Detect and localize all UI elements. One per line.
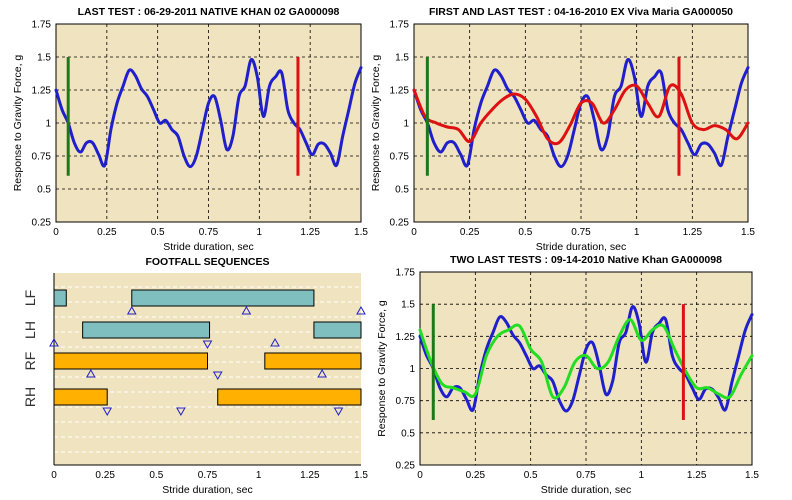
x-tick-label: 1.5 xyxy=(741,227,755,238)
chart-title: FIRST AND LAST TEST : 04-16-2010 EX Viva… xyxy=(429,6,733,18)
chart-title: FOOTFALL SEQUENCES xyxy=(145,256,269,268)
triangle-down-icon xyxy=(212,371,223,381)
interval-bar-lh xyxy=(313,321,362,339)
y-tick-label: 0.25 xyxy=(396,461,416,472)
plot-frame xyxy=(419,271,753,466)
x-tick-label: 1.25 xyxy=(300,470,320,481)
x-tick-label: 1 xyxy=(257,227,263,238)
triangle-up-icon xyxy=(126,305,137,315)
y-tick-label: 0.25 xyxy=(390,218,410,229)
chart-4: 0 0.25 0.5 0.75 1 1.25 1.50.250.50.7511.251.51… xyxy=(376,254,759,496)
chart-2: 0 0.25 0.5 0.75 1 1.25 1.50.250.50.7511.251.51… xyxy=(370,6,755,253)
y-axis-label: Response to Gravity Force, g xyxy=(12,55,24,192)
x-tick-label: 1.5 xyxy=(354,227,368,238)
x-tick-label: 0.25 xyxy=(97,227,117,238)
x-tick-label: 0.75 xyxy=(571,227,591,238)
y-axis-label: Response to Gravity Force, g xyxy=(376,300,388,437)
x-tick-label: 1.5 xyxy=(745,470,759,481)
x-tick-label: 0.75 xyxy=(199,227,219,238)
series-line-1 xyxy=(54,58,363,169)
y-tick-label: 1.5 xyxy=(395,53,409,64)
y-tick-label: 0.5 xyxy=(37,185,51,196)
triangle-up-icon xyxy=(241,305,252,315)
x-tick-label: 1 xyxy=(639,470,645,481)
x-tick-label: 1.25 xyxy=(683,227,703,238)
interval-bar-rf xyxy=(53,352,208,370)
y-tick-label: 1.75 xyxy=(396,268,416,279)
row-label-rh: RH xyxy=(22,387,38,407)
x-tick-label: 0.5 xyxy=(518,227,532,238)
y-tick-label: 1.25 xyxy=(396,332,416,343)
x-tick-label: 0 xyxy=(53,227,59,238)
interval-bar-lh xyxy=(82,321,211,339)
y-tick-label: 0.75 xyxy=(396,396,416,407)
y-tick-label: 1.25 xyxy=(390,86,410,97)
y-tick-label: 1.5 xyxy=(37,53,51,64)
y-tick-label: 0.5 xyxy=(395,185,409,196)
plot-frame xyxy=(55,23,362,223)
triangle-down-icon xyxy=(202,340,213,350)
x-tick-label: 0.25 xyxy=(460,227,480,238)
x-axis-label: Stride duration, sec xyxy=(162,484,252,496)
x-tick-label: 1.25 xyxy=(300,227,320,238)
chart-title: TWO LAST TESTS : 09-14-2010 Native Khan … xyxy=(450,254,722,266)
triangle-down-icon xyxy=(333,407,344,417)
y-tick-label: 0.75 xyxy=(32,152,52,163)
y-tick-label: 1 xyxy=(45,119,51,130)
triangle-up-icon xyxy=(85,368,96,378)
x-tick-label: 0.5 xyxy=(151,227,165,238)
x-tick-label: 0.25 xyxy=(466,470,486,481)
x-tick-label: 0 xyxy=(411,227,417,238)
y-tick-label: 1.75 xyxy=(32,20,52,31)
y-tick-label: 1.5 xyxy=(401,300,415,311)
triangle-down-icon xyxy=(102,407,113,417)
y-tick-label: 0.25 xyxy=(32,218,52,229)
x-tick-label: 0.5 xyxy=(149,470,163,481)
x-tick-label: 0.5 xyxy=(524,470,538,481)
chart-title: LAST TEST : 06-29-2011 NATIVE KHAN 02 GA… xyxy=(78,6,340,18)
interval-bar-rh xyxy=(53,388,108,406)
series-line-2 xyxy=(412,83,750,146)
x-axis-label: Stride duration, sec xyxy=(541,484,631,496)
x-tick-label: 0.25 xyxy=(95,470,115,481)
x-tick-label: 1 xyxy=(634,227,640,238)
y-tick-label: 0.75 xyxy=(390,152,410,163)
triangle-up-icon xyxy=(49,337,59,347)
row-label-lf: LF xyxy=(22,290,38,306)
x-tick-label: 0.75 xyxy=(198,470,218,481)
y-tick-label: 1 xyxy=(403,119,409,130)
series-line-2 xyxy=(418,318,754,400)
y-tick-label: 1 xyxy=(409,364,415,375)
x-tick-label: 0 xyxy=(417,470,423,481)
triangle-up-icon xyxy=(356,305,366,315)
y-tick-label: 1.75 xyxy=(390,20,410,31)
x-tick-label: 0 xyxy=(51,470,57,481)
chart-3: LF LH RF RH 0 0.25 0.5 0.75 1 1.25 1.5 FOOTFALL SEQ… xyxy=(22,256,368,496)
x-tick-label: 1 xyxy=(256,470,262,481)
series-line-1 xyxy=(418,305,754,413)
interval-bar-rh xyxy=(217,388,362,406)
y-tick-label: 0.5 xyxy=(401,428,415,439)
triangle-up-icon xyxy=(270,337,280,347)
y-tick-label: 1.25 xyxy=(32,86,52,97)
chart-1: 0 0.25 0.5 0.75 1 1.25 1.50.250.50.7511.251.51… xyxy=(12,6,368,253)
y-axis-label: Response to Gravity Force, g xyxy=(370,55,382,192)
interval-bar-lf xyxy=(53,289,67,307)
triangle-down-icon xyxy=(176,407,186,417)
x-axis-label: Stride duration, sec xyxy=(163,241,253,253)
x-axis-label: Stride duration, sec xyxy=(536,241,626,253)
x-tick-label: 1.25 xyxy=(687,470,707,481)
row-label-rf: RF xyxy=(22,352,38,371)
interval-bar-rf xyxy=(264,352,362,370)
x-tick-label: 1.5 xyxy=(354,470,368,481)
x-tick-label: 0.75 xyxy=(576,470,596,481)
interval-bar-lf xyxy=(131,289,315,307)
triangle-up-icon xyxy=(317,368,327,378)
row-label-lh: LH xyxy=(22,321,38,339)
